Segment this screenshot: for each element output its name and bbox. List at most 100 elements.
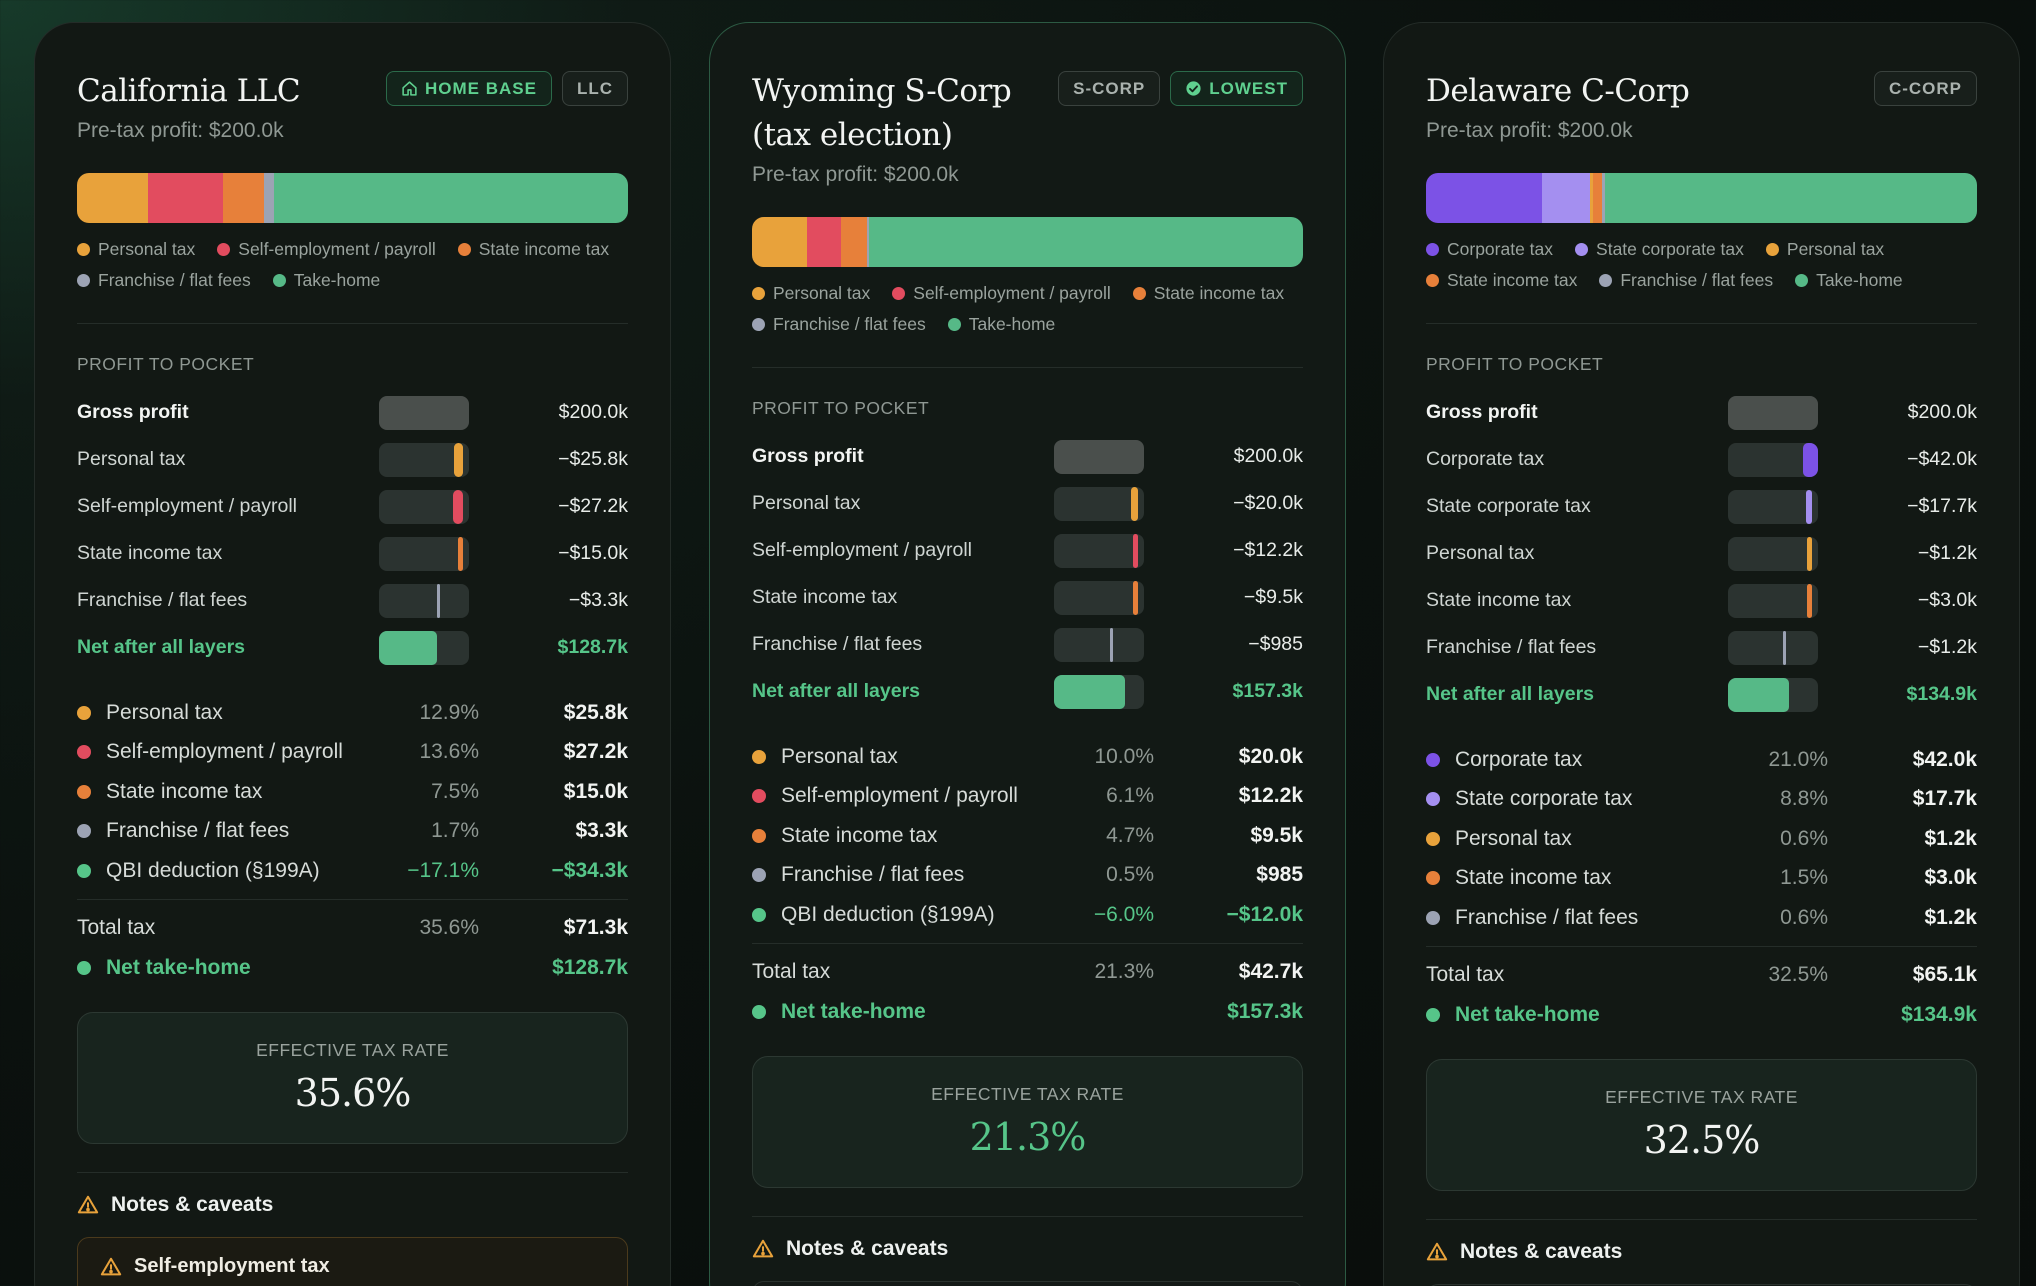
net-take-home-row: Net take-home $134.9k	[1426, 995, 1977, 1035]
legend-item: Take-home	[272, 270, 380, 291]
waterfall-row-franchise-flat-fees: Franchise / flat fees −$1.2k	[1426, 624, 1977, 671]
breakdown-percent: 8.8%	[1780, 787, 1828, 811]
waterfall-bar-fill	[1803, 442, 1818, 477]
waterfall-bar-fill	[379, 630, 437, 665]
legend-label: Take-home	[1816, 270, 1903, 290]
waterfall-bar	[1054, 533, 1144, 568]
legend: Personal tax Self-employment / payroll Sta…	[752, 283, 1303, 335]
pretax-profit: Pre-tax profit: $200.0k	[1426, 119, 1633, 142]
breakdown-label: Self-employment / payroll	[781, 784, 1018, 808]
breakdown-label: Personal tax	[106, 700, 223, 724]
legend-label: Self-employment / payroll	[913, 283, 1111, 303]
breakdown-amount: $12.2k	[1238, 784, 1303, 808]
waterfall-bar	[1728, 395, 1818, 430]
waterfall-value: −$17.7k	[1907, 495, 1977, 517]
breakdown-row-corporate-tax: Corporate tax 21.0% $42.0k	[1426, 740, 1977, 780]
badge-group: S-CORP LOWEST	[1058, 71, 1303, 106]
legend-swatch	[752, 287, 765, 300]
waterfall-bar	[379, 442, 469, 477]
total-tax-label: Total tax	[1426, 962, 1505, 986]
check-circle-icon	[1185, 80, 1202, 97]
waterfall-row-state-income-tax: State income tax −$15.0k	[77, 530, 628, 577]
section-label: PROFIT TO POCKET	[752, 398, 930, 418]
breakdown-percent: 21.0%	[1768, 747, 1828, 771]
breakdown-amount: $20.0k	[1238, 744, 1303, 768]
waterfall-label: Corporate tax	[1426, 448, 1545, 470]
pretax-profit: Pre-tax profit: $200.0k	[77, 119, 284, 142]
breakdown-amount: $3.3k	[575, 819, 628, 843]
breakdown-label: QBI deduction (§199A)	[106, 858, 320, 882]
stack-segment-state_corporate	[1541, 173, 1591, 223]
breakdown-swatch	[77, 824, 91, 839]
waterfall-label: Net after all layers	[752, 680, 921, 702]
legend-label: Franchise / flat fees	[1620, 270, 1774, 290]
waterfall-value: −$3.3k	[568, 589, 628, 611]
tax-breakdown: Corporate tax 21.0% $42.0k State corporate …	[1426, 740, 1977, 938]
legend-label: Take-home	[968, 314, 1056, 334]
divider	[1426, 945, 1977, 947]
breakdown-amount: $1.2k	[1924, 905, 1977, 929]
breakdown-percent: 0.6%	[1780, 905, 1828, 929]
notes-header[interactable]: Notes & caveats	[752, 1237, 1303, 1261]
effective-tax-rate-value: 32.5%	[1643, 1118, 1761, 1162]
divider	[77, 1171, 628, 1173]
waterfall-bar-fill	[1133, 580, 1138, 615]
notes-header[interactable]: Notes & caveats	[77, 1193, 628, 1217]
waterfall-bar	[1728, 442, 1818, 477]
waterfall-row-personal-tax: Personal tax −$20.0k	[752, 480, 1303, 527]
breakdown-amount: $1.2k	[1924, 826, 1977, 850]
waterfall-bar-fill	[1054, 674, 1125, 709]
legend-label: Franchise / flat fees	[773, 314, 926, 334]
waterfall-value: −$15.0k	[558, 542, 628, 564]
waterfall-value: −$20.0k	[1233, 492, 1303, 514]
note-card[interactable]	[752, 1280, 1303, 1286]
legend-swatch	[1765, 243, 1779, 256]
waterfall-row-personal-tax: Personal tax −$25.8k	[77, 436, 628, 483]
waterfall-value: $200.0k	[558, 401, 628, 423]
warning-icon	[1426, 1241, 1448, 1263]
total-tax-percent: 21.3%	[1094, 959, 1154, 983]
net-take-home-label: Net take-home	[106, 955, 251, 979]
card-title: Wyoming S-Corp (tax election)	[752, 73, 1012, 153]
waterfall-value: −$985	[1248, 633, 1303, 655]
legend-swatch	[1575, 243, 1589, 256]
effective-tax-rate-box: EFFECTIVE TAX RATE 35.6%	[77, 1011, 628, 1144]
breakdown-swatch	[77, 863, 91, 878]
divider	[1426, 323, 1977, 324]
waterfall-bar	[1728, 583, 1818, 618]
waterfall-label: Gross profit	[77, 401, 189, 423]
waterfall-row-net-after-all-layers: Net after all layers $128.7k	[77, 624, 628, 671]
notes-header[interactable]: Notes & caveats	[1426, 1240, 1977, 1264]
warning-icon	[77, 1194, 99, 1216]
profit-to-pocket: Gross profit $200.0k Personal tax −$25.8k Se…	[77, 389, 628, 671]
breakdown-label: State income tax	[781, 823, 938, 847]
legend-swatch	[1426, 274, 1439, 287]
effective-tax-rate-label: EFFECTIVE TAX RATE	[256, 1040, 449, 1060]
legend-label: Personal tax	[1786, 239, 1885, 259]
waterfall-row-gross-profit: Gross profit $200.0k	[1426, 389, 1977, 436]
legend-item: Franchise / flat fees	[1599, 270, 1773, 291]
stack-segment-personal	[77, 173, 149, 223]
legend-swatch	[752, 318, 765, 331]
waterfall-value: $134.9k	[1906, 683, 1978, 705]
breakdown-percent: 0.6%	[1780, 826, 1828, 850]
waterfall-bar-fill	[1807, 536, 1812, 571]
badge-home-base: HOME BASE	[385, 71, 552, 106]
waterfall-value: −$27.2k	[558, 495, 628, 517]
waterfall-value: −$25.8k	[558, 448, 628, 470]
stack-segment-takehome	[869, 217, 1303, 267]
legend-swatch	[1795, 274, 1809, 287]
waterfall-row-franchise-flat-fees: Franchise / flat fees −$985	[752, 621, 1303, 668]
total-tax-row: Total tax 35.6% $71.3k	[77, 908, 628, 948]
effective-tax-rate-label: EFFECTIVE TAX RATE	[931, 1084, 1124, 1104]
note-card[interactable]: Self-employment tax	[77, 1236, 628, 1286]
waterfall-bar-fill	[453, 442, 463, 477]
legend-label: State corporate tax	[1596, 239, 1744, 259]
badge-label: C-CORP	[1888, 78, 1962, 98]
badge-s-corp: S-CORP	[1058, 71, 1161, 106]
legend-label: State income tax	[478, 239, 610, 259]
waterfall-bar-fill	[1728, 677, 1789, 712]
breakdown-amount: $985	[1256, 863, 1303, 887]
legend-label: State income tax	[1447, 270, 1578, 290]
card-header: Wyoming S-Corp (tax election) S-CORP LOWES…	[752, 69, 1303, 157]
